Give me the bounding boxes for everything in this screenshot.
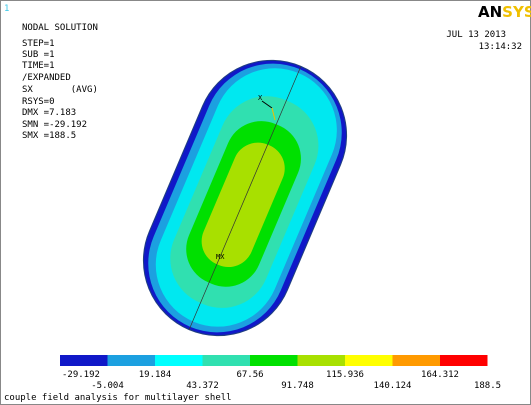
legend-swatch [345, 355, 393, 366]
legend-swatch [250, 355, 298, 366]
max-marker: MX [216, 253, 225, 261]
legend-swatch [203, 355, 251, 366]
info-line: DMX =7.183 [22, 108, 76, 118]
legend-swatch [298, 355, 346, 366]
legend-label: -29.192 [62, 370, 100, 380]
info-line: SUB =1 [22, 50, 55, 60]
time: 13:14:32 [479, 42, 522, 52]
logo-part: SYS [502, 3, 531, 21]
legend-swatch [393, 355, 441, 366]
info-line: SX (AVG) [22, 85, 98, 95]
ansys-window: 1 ANSYS JUL 13 2013 13:14:32 NODAL SOLUT… [0, 0, 531, 405]
legend-label: 164.312 [421, 370, 459, 380]
logo: ANSYS [478, 3, 531, 21]
info-line: SMN =-29.192 [22, 120, 87, 130]
legend-swatch [155, 355, 203, 366]
legend-label: 43.372 [186, 381, 219, 391]
legend-label: 91.748 [281, 381, 314, 391]
legend-swatch [108, 355, 156, 366]
date: JUL 13 2013 [446, 30, 506, 40]
legend-swatch [60, 355, 108, 366]
info-line: NODAL SOLUTION [22, 23, 98, 33]
info-line: SMX =188.5 [22, 131, 76, 141]
color-legend [60, 355, 488, 366]
legend-swatch [440, 355, 488, 366]
legend-label: 140.124 [374, 381, 412, 391]
caption: couple field analysis for multilayer she… [4, 393, 232, 403]
info-line: /EXPANDED [22, 73, 71, 83]
legend-label: -5.004 [91, 381, 124, 391]
legend-label: 67.56 [236, 370, 263, 380]
info-line: STEP=1 [22, 39, 55, 49]
info-line: TIME=1 [22, 61, 55, 71]
legend-label: 19.184 [139, 370, 172, 380]
legend-label: 115.936 [326, 370, 364, 380]
info-line: RSYS=0 [22, 97, 55, 107]
logo-part: AN [478, 3, 502, 21]
legend-label: 188.5 [474, 381, 501, 391]
window-number: 1 [4, 4, 9, 14]
